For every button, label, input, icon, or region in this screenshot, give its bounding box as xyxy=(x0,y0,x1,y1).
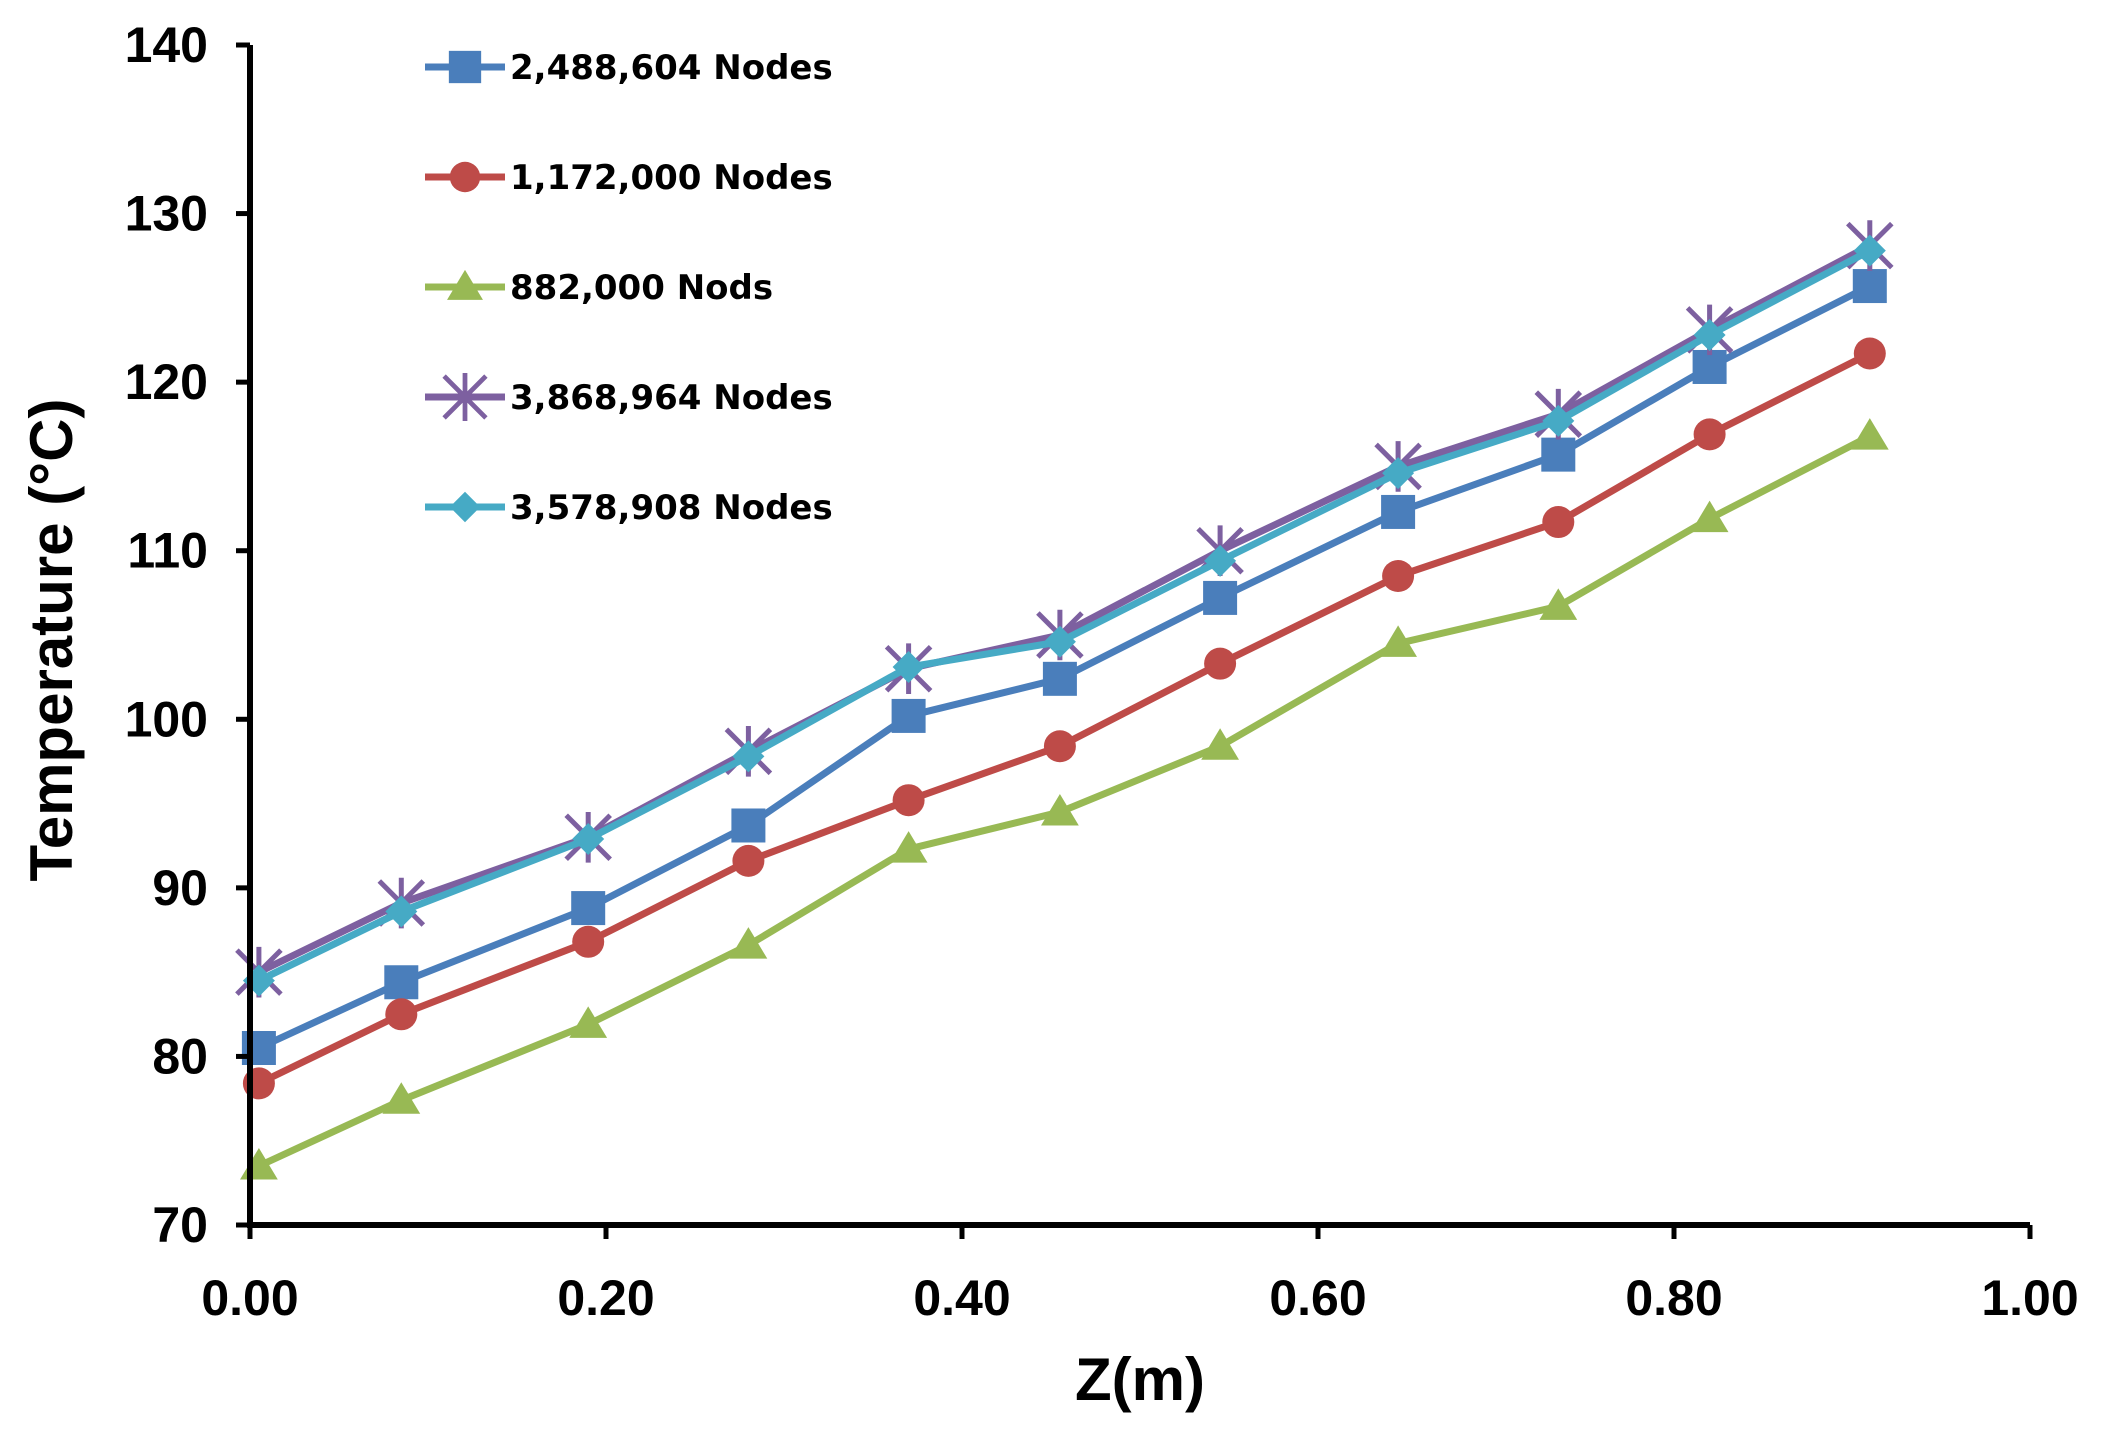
legend-entry-1: 2,488,604 Nodes xyxy=(425,48,833,88)
data-point xyxy=(1041,794,1079,826)
data-point xyxy=(569,1006,608,1038)
data-point xyxy=(1693,418,1726,451)
y-tick-label: 120 xyxy=(125,354,208,410)
y-tick-label: 70 xyxy=(152,1197,208,1253)
y-tick-label: 130 xyxy=(125,186,208,242)
data-point xyxy=(1692,349,1727,384)
x-tick-label: 0.60 xyxy=(1269,1270,1366,1326)
data-point xyxy=(1043,625,1076,658)
data-point xyxy=(1542,404,1575,437)
y-tick-label: 110 xyxy=(127,523,208,579)
data-point xyxy=(1201,728,1239,760)
data-point xyxy=(892,784,925,817)
data-point xyxy=(1693,318,1726,351)
data-point xyxy=(732,844,765,877)
data-point xyxy=(1539,588,1578,620)
y-axis-title: Temperature (°C) xyxy=(18,399,85,882)
data-point xyxy=(1042,661,1077,696)
legend-entry-5: 3,578,908 Nodes xyxy=(425,488,833,528)
x-tick-label: 0.00 xyxy=(201,1270,298,1326)
tick-labels: 70 80 90 100 110 120 130 140 0.00 0.20 0.40 0.60 0.8… xyxy=(125,17,2079,1326)
data-point xyxy=(729,927,768,959)
legend-entry-3: 882,000 Nods xyxy=(425,268,773,308)
series-2 xyxy=(242,337,1886,1100)
legend-entry-4: 3,868,964 Nodes xyxy=(425,372,833,422)
data-point xyxy=(1204,544,1237,577)
series-line xyxy=(257,350,1872,1087)
data-point xyxy=(1850,418,1889,450)
y-tick-label: 90 xyxy=(152,860,208,916)
legend-marker xyxy=(447,269,483,300)
data-point xyxy=(1043,730,1076,763)
data-point xyxy=(1381,494,1416,529)
x-axis-title: Z(m) xyxy=(1075,1346,1205,1413)
x-tick-label: 1.00 xyxy=(1981,1270,2078,1326)
series-line xyxy=(257,432,1872,1170)
series-1 xyxy=(241,269,1887,1065)
data-point xyxy=(1203,580,1238,615)
y-tick-label: 140 xyxy=(125,17,208,73)
data-point xyxy=(732,740,765,773)
data-point xyxy=(571,891,606,926)
series-5 xyxy=(242,234,1886,997)
data-point xyxy=(384,965,419,1000)
series-line xyxy=(257,247,1872,984)
legend-label: 882,000 Nods xyxy=(510,268,773,308)
x-tick-label: 0.80 xyxy=(1625,1270,1722,1326)
data-point xyxy=(891,698,926,733)
data-point xyxy=(1542,506,1575,539)
data-point xyxy=(1541,437,1576,472)
legend-label: 3,578,908 Nodes xyxy=(510,488,833,528)
legend-marker xyxy=(442,372,488,422)
data-point xyxy=(382,1082,421,1114)
data-point xyxy=(1204,647,1237,680)
legend-label: 1,172,000 Nodes xyxy=(510,158,833,198)
data-point xyxy=(385,998,418,1031)
data-point xyxy=(1853,234,1886,267)
data-point xyxy=(1690,500,1729,533)
data-point xyxy=(889,831,928,863)
series-3 xyxy=(240,418,1889,1180)
legend-label: 2,488,604 Nodes xyxy=(510,48,833,88)
legend-marker xyxy=(448,50,482,84)
y-tick-label: 80 xyxy=(152,1028,208,1084)
data-point xyxy=(1382,560,1415,592)
series-line xyxy=(257,242,1872,976)
legend-marker xyxy=(449,491,481,523)
data-point xyxy=(1382,457,1415,490)
legend-entry-2: 1,172,000 Nodes xyxy=(425,158,833,198)
data-point xyxy=(385,895,418,928)
legend: 2,488,604 Nodes 1,172,000 Nodes 882,000 No… xyxy=(425,48,833,528)
data-point xyxy=(892,651,925,684)
data-point xyxy=(240,1148,278,1180)
legend-label: 3,868,964 Nodes xyxy=(510,378,833,418)
data-point xyxy=(572,822,605,855)
x-tick-label: 0.20 xyxy=(557,1270,654,1326)
data-point xyxy=(731,808,766,843)
data-point xyxy=(1379,625,1417,657)
data-point xyxy=(1853,337,1886,370)
legend-marker xyxy=(449,161,481,193)
axes xyxy=(236,42,2033,1239)
data-point xyxy=(572,925,605,958)
data-point xyxy=(1852,269,1887,304)
x-tick-label: 0.40 xyxy=(913,1270,1010,1326)
y-tick-label: 100 xyxy=(125,691,208,747)
series-layer xyxy=(235,220,1894,1180)
